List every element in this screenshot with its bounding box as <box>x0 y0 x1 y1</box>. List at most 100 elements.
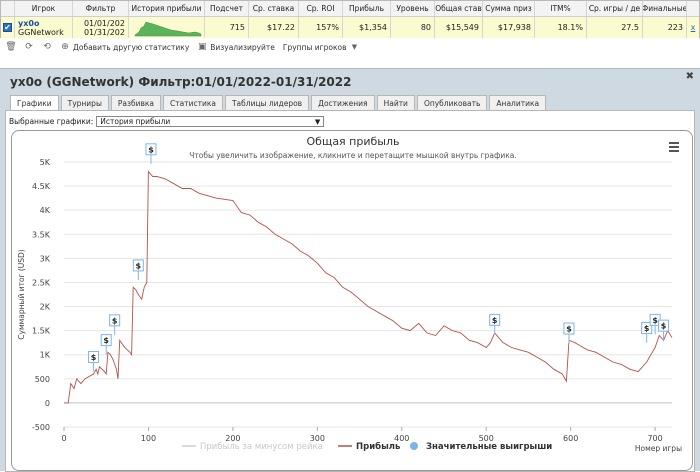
header-avg-games-day[interactable]: Ср. игры / де <box>587 1 643 16</box>
refresh-icon[interactable]: ⟳ <box>25 42 33 52</box>
x-tick-label: 700 <box>647 434 662 443</box>
svg-text:$: $ <box>652 316 658 325</box>
legend-item[interactable]: Прибыль за минусом рейка <box>182 442 323 452</box>
svg-text:$: $ <box>566 325 572 334</box>
y-tick-label: 2.5K <box>32 278 51 287</box>
svg-text:$: $ <box>112 316 118 325</box>
svg-text:$: $ <box>644 324 650 333</box>
profit-history-sparkline-cell <box>129 17 205 38</box>
big-win-flag[interactable]: $ <box>641 322 653 343</box>
x-tick-label: 600 <box>563 434 578 443</box>
svg-text:$: $ <box>148 145 154 154</box>
tab-breakdown[interactable]: Разбивка <box>110 95 162 110</box>
remove-row-button[interactable]: x <box>690 23 696 32</box>
selected-charts-label: Выбранные графики: <box>9 117 94 126</box>
add-stat-button[interactable]: ⊕ Добавить другую статистику <box>60 42 189 52</box>
player-groups-dropdown[interactable]: Группы игроков ▼ <box>283 42 360 52</box>
header-player[interactable]: Игрок <box>15 1 73 16</box>
tab-statistics[interactable]: Статистика <box>163 95 223 110</box>
big-win-flag[interactable]: $ <box>88 350 100 372</box>
tab-charts[interactable]: Графики <box>10 95 59 110</box>
x-tick-label: 500 <box>479 434 494 443</box>
toolbar: 🗑 ⟳ ⟲ ⊕ Добавить другую статистику ▣ Виз… <box>0 40 360 54</box>
x-tick-label: 100 <box>141 434 156 443</box>
y-tick-label: 3.5K <box>32 230 51 239</box>
stats-table-row[interactable]: ✔ yx0o GGNetwork 01/01/202 01/31/202 715… <box>1 17 699 38</box>
big-win-flag[interactable]: $ <box>100 334 112 355</box>
count-value: 715 <box>205 17 249 38</box>
report-panel: yx0o (GGNetwork) Фильтр:01/01/2022-01/31… <box>0 68 700 472</box>
y-tick-label: 4K <box>40 206 51 215</box>
big-win-flag[interactable]: $ <box>658 319 670 341</box>
tab-content: Выбранные графики: История прибыли ▼ Общ… <box>5 110 695 472</box>
avg-stake-value: $17.22 <box>249 17 299 38</box>
header-checkbox-cell <box>1 1 15 16</box>
player-groups-label: Группы игроков <box>282 42 347 52</box>
profit-value: $1,354 <box>343 17 391 38</box>
chart-selector-row: Выбранные графики: История прибыли ▼ <box>9 116 325 127</box>
player-name[interactable]: yx0o <box>18 18 40 28</box>
hamburger-menu-icon[interactable] <box>669 142 679 152</box>
total-stake-value: $15,549 <box>435 17 483 38</box>
y-tick-label: 2K <box>40 303 51 312</box>
header-itm[interactable]: ITM% <box>535 1 587 16</box>
legend-item[interactable]: Значительные выигрыши <box>410 442 552 452</box>
y-tick-label: 1.5K <box>32 327 51 336</box>
history-icon[interactable]: ⟲ <box>43 42 51 52</box>
avg-roi-value: 157% <box>299 17 343 38</box>
trash-icon[interactable]: 🗑 <box>5 42 17 52</box>
row-checkbox-cell[interactable]: ✔ <box>1 17 15 38</box>
header-total-stake[interactable]: Общая став <box>435 1 483 16</box>
itm-value: 18.1% <box>535 17 587 38</box>
x-tick-label: 0 <box>61 434 66 443</box>
stats-table-header: Игрок Фильтр История прибыли Подсчет Ср.… <box>1 1 699 17</box>
y-tick-label: 0 <box>45 399 50 408</box>
big-win-flag[interactable]: $ <box>489 313 501 335</box>
header-profit-history[interactable]: История прибыли <box>129 1 205 16</box>
header-avg-stake[interactable]: Ср. ставка <box>249 1 299 16</box>
svg-text:Прибыль за минусом рейка: Прибыль за минусом рейка <box>200 442 323 452</box>
profit-history-sparkline <box>134 21 201 37</box>
header-prize-sum[interactable]: Сумма приз <box>483 1 535 16</box>
y-axis-label: Суммарный итог (USD) <box>17 249 26 340</box>
big-win-flag[interactable]: $ <box>109 314 121 335</box>
big-win-flag[interactable]: $ <box>145 143 157 164</box>
filter-to: 01/31/202 <box>83 27 125 37</box>
chevron-down-icon: ▼ <box>351 43 358 51</box>
tab-find[interactable]: Найти <box>376 95 415 110</box>
y-tick-label: 1K <box>40 351 51 360</box>
profit-chart[interactable]: Общая прибыль Чтобы увеличить изображение… <box>12 131 693 471</box>
y-tick-label: -500 <box>32 423 50 432</box>
header-remove <box>687 1 699 16</box>
header-avg-roi[interactable]: Ср. ROI <box>299 1 343 16</box>
y-tick-label: 500 <box>35 375 50 384</box>
x-tick-label: 300 <box>310 434 325 443</box>
big-win-flag[interactable]: $ <box>132 259 144 280</box>
tab-publish[interactable]: Опубликовать <box>416 95 488 110</box>
player-cell[interactable]: yx0o GGNetwork <box>15 17 73 38</box>
x-axis-label: Номер игры <box>635 444 682 453</box>
header-level[interactable]: Уровень <box>391 1 435 16</box>
row-checkbox[interactable]: ✔ <box>3 23 12 32</box>
tab-tournaments[interactable]: Турниры <box>60 95 109 110</box>
header-filter[interactable]: Фильтр <box>73 1 129 16</box>
svg-text:$: $ <box>661 322 667 331</box>
header-finals[interactable]: Финальные <box>643 1 687 16</box>
level-value: 80 <box>391 17 435 38</box>
tab-achievements[interactable]: Достижения <box>311 95 375 110</box>
avg-games-day-value: 27.5 <box>587 17 643 38</box>
x-tick-label: 400 <box>394 434 409 443</box>
chart-select[interactable]: История прибыли ▼ <box>96 116 325 127</box>
svg-text:$: $ <box>103 336 109 345</box>
header-profit[interactable]: Прибыль <box>343 1 391 16</box>
header-count[interactable]: Подсчет <box>205 1 249 16</box>
chart-container[interactable]: Общая прибыль Чтобы увеличить изображение… <box>11 130 693 471</box>
tab-leaderboards[interactable]: Таблицы лидеров <box>224 95 310 110</box>
remove-row-cell[interactable]: x <box>687 17 699 38</box>
svg-text:$: $ <box>91 353 97 362</box>
tab-analytics[interactable]: Аналитика <box>489 95 547 110</box>
big-win-flag[interactable]: $ <box>563 322 575 344</box>
visualize-button[interactable]: ▣ Визуализируйте <box>197 42 275 52</box>
close-icon[interactable]: ✖ <box>685 71 694 82</box>
legend-item[interactable]: Прибыль <box>338 441 400 452</box>
